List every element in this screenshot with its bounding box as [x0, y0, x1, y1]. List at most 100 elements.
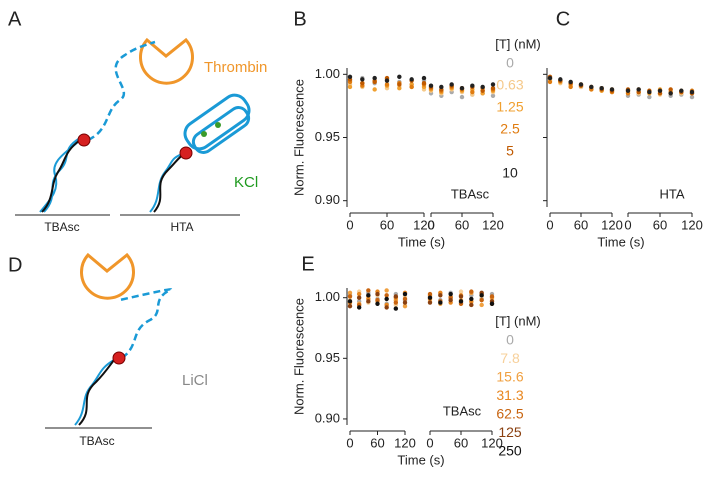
legend-entry: 250 — [498, 443, 522, 459]
data-point — [372, 79, 377, 85]
data-point — [393, 306, 399, 311]
data-point — [547, 75, 553, 81]
data-point — [490, 82, 496, 87]
annotation: TBAsc — [443, 403, 482, 418]
data-point — [397, 82, 402, 87]
x-tick-label: 0 — [346, 435, 353, 450]
data-point — [625, 88, 631, 93]
x-tick-label: 0 — [426, 435, 433, 450]
data-point — [490, 86, 496, 91]
data-point — [356, 295, 362, 300]
y-tick-label: 1.00 — [315, 66, 340, 81]
data-point — [402, 291, 408, 297]
data-point — [679, 88, 684, 93]
data-point — [480, 88, 485, 93]
thrombin-icon — [139, 37, 194, 85]
data-point — [384, 82, 390, 87]
data-point — [647, 89, 652, 95]
y-tick-label: 0.90 — [315, 410, 340, 425]
data-point — [578, 82, 584, 87]
data-point — [458, 289, 464, 294]
legend-entry: 0 — [506, 332, 514, 348]
data-point — [568, 84, 573, 90]
dna — [153, 152, 186, 213]
data-point — [356, 291, 362, 297]
data-point — [459, 94, 465, 100]
thrombin-label: Thrombin — [204, 59, 267, 76]
data-point — [384, 305, 389, 310]
data-point — [599, 86, 604, 91]
x-tick-label: 120 — [413, 217, 435, 232]
x-axis-label: Time (s) — [398, 234, 445, 249]
data-point — [360, 80, 365, 86]
x-axis-label: Time (s) — [597, 234, 644, 249]
data-point — [366, 299, 371, 304]
dna — [41, 139, 81, 213]
legend-entry: 2.5 — [500, 121, 520, 137]
x-tick-label: 120 — [681, 217, 703, 232]
data-point — [347, 303, 353, 309]
data-point — [469, 296, 474, 302]
salt-label: LiCl — [182, 372, 208, 389]
data-point — [470, 83, 475, 88]
legend-entry: 7.8 — [500, 350, 520, 366]
annotation: HTA — [659, 186, 684, 201]
legend-entry: 0 — [506, 55, 514, 71]
x-tick-label: 120 — [601, 217, 623, 232]
x-tick-label: 120 — [481, 435, 503, 450]
dna — [74, 359, 115, 426]
data-point — [439, 84, 444, 90]
data-point — [384, 293, 389, 298]
data-point — [347, 290, 353, 296]
data-point — [427, 291, 433, 297]
y-tick-label: 0.95 — [315, 350, 340, 365]
data-point — [384, 288, 389, 293]
construct-label: TBAsc — [79, 434, 114, 448]
panel-label: C — [556, 8, 570, 30]
data-point — [458, 294, 464, 299]
x-tick-label: 0 — [546, 217, 553, 232]
x-tick-label: 60 — [370, 435, 384, 450]
legend-entry: 125 — [498, 424, 522, 440]
legend-entry: 0.63 — [496, 77, 523, 93]
x-tick-label: 0 — [624, 217, 631, 232]
data-point — [469, 289, 474, 294]
data-point — [372, 75, 377, 81]
aptamer — [119, 288, 173, 360]
data-point — [449, 82, 454, 87]
data-point — [409, 77, 414, 82]
data-point — [347, 299, 353, 304]
x-tick-label: 60 — [454, 435, 468, 450]
ion — [201, 131, 207, 137]
data-point — [657, 88, 663, 93]
x-tick-label: 120 — [482, 217, 504, 232]
fluorophore — [77, 133, 91, 147]
salt-label: KCl — [234, 174, 258, 191]
legend-title: [T] (nM) — [495, 36, 541, 51]
ion — [215, 122, 221, 128]
x-tick-label: 0 — [427, 217, 434, 232]
data-point — [366, 293, 371, 298]
data-point — [470, 89, 475, 95]
data-point — [427, 295, 433, 300]
legend-entry: 15.6 — [496, 369, 523, 385]
data-point — [636, 87, 641, 92]
data-point — [347, 74, 353, 80]
data-point — [427, 300, 433, 305]
x-tick-label: 120 — [394, 435, 416, 450]
data-point — [397, 74, 402, 80]
data-point — [372, 87, 377, 92]
aptamer — [87, 40, 156, 142]
data-point — [568, 79, 573, 85]
x-tick-label: 0 — [346, 217, 353, 232]
data-point — [402, 300, 408, 305]
fluorophore — [112, 351, 126, 365]
data-point — [360, 77, 365, 82]
x-tick-label: 60 — [574, 217, 588, 232]
x-axis-label: Time (s) — [397, 452, 444, 467]
data-point — [393, 294, 399, 299]
quadruplex — [191, 106, 251, 154]
data-point — [489, 301, 495, 306]
data-point — [397, 86, 402, 91]
legend-entry: 1.25 — [496, 99, 523, 115]
